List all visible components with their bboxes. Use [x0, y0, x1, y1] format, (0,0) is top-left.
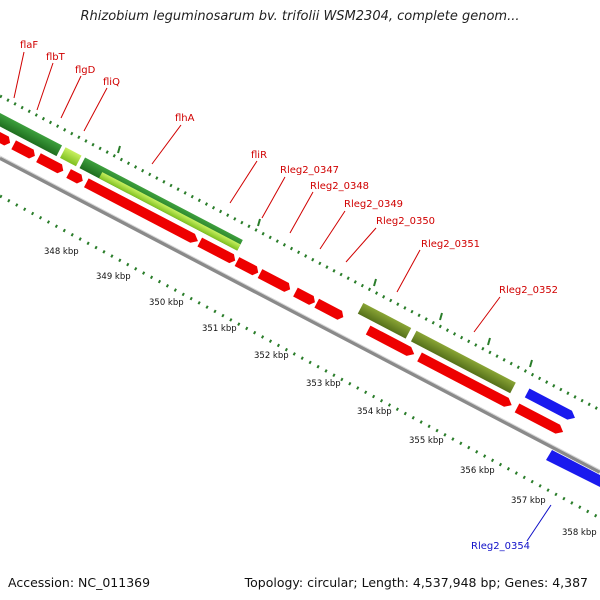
- tick-label-351: 351 kbp: [202, 324, 237, 334]
- gene-label-flaF[interactable]: flaF: [20, 40, 38, 51]
- cds-arrow-3: [36, 153, 64, 174]
- ring-ticks: [117, 145, 533, 368]
- cds-arrow-12: [417, 352, 512, 407]
- gene-label-fliR[interactable]: fliR: [251, 150, 267, 161]
- tick-label-356: 356 kbp: [460, 466, 495, 476]
- label-leader-line-blue: [526, 504, 552, 542]
- genome-backbone: [0, 156, 600, 474]
- tick-label-357: 357 kbp: [511, 496, 546, 506]
- inner-dotted-ring: [0, 194, 600, 520]
- accession-label: Accession: NC_011369: [8, 575, 151, 590]
- cds-arrow-11: [365, 325, 415, 356]
- outer-dotted-ring: [0, 94, 600, 412]
- cds-arrow-1: [0, 132, 11, 146]
- label-leader-lines: [13, 51, 501, 333]
- gene-label-rleg2-0350[interactable]: Rleg2_0350: [376, 216, 435, 227]
- cds-arrow-9: [293, 287, 315, 305]
- tick-label-358: 358 kbp: [562, 528, 597, 538]
- gene-labels: flaF flbT flgD fliQ flhA fliR Rleg2_0347…: [20, 40, 558, 552]
- cds-arrow-blue-1: [524, 388, 575, 420]
- cds-arrow-7: [234, 257, 259, 276]
- gene-label-rleg2-0347[interactable]: Rleg2_0347: [280, 165, 339, 176]
- tick-label-352: 352 kbp: [254, 351, 289, 361]
- genome-summary: Topology: circular; Length: 4,537,948 bp…: [244, 575, 588, 590]
- cds-arrow-5: [83, 178, 198, 243]
- cds-arrow-13: [514, 403, 564, 434]
- tick-label-353: 353 kbp: [306, 379, 341, 389]
- green-feature-2: [60, 147, 82, 167]
- scale-tick-labels: 348 kbp 349 kbp 350 kbp 351 kbp 352 kbp …: [44, 247, 597, 538]
- cds-arrow-6: [197, 237, 236, 264]
- green-feature-6: [410, 330, 516, 394]
- tick-label-354: 354 kbp: [357, 407, 392, 417]
- tick-label-350: 350 kbp: [149, 298, 184, 308]
- map-title: Rhizobium leguminosarum bv. trifolii WSM…: [80, 9, 520, 24]
- gene-label-flhA[interactable]: flhA: [175, 113, 195, 124]
- gene-label-rleg2-0354[interactable]: Rleg2_0354: [471, 541, 530, 552]
- gene-label-rleg2-0349[interactable]: Rleg2_0349: [344, 199, 403, 210]
- gene-label-rleg2-0352[interactable]: Rleg2_0352: [499, 285, 558, 296]
- tick-label-349: 349 kbp: [96, 272, 131, 282]
- tick-label-348: 348 kbp: [44, 247, 79, 257]
- cds-arrow-blue-2: [546, 450, 600, 487]
- tick-label-355: 355 kbp: [409, 436, 444, 446]
- gene-label-rleg2-0351[interactable]: Rleg2_0351: [421, 239, 480, 250]
- cds-arrow-10: [314, 298, 344, 320]
- gene-label-flbT[interactable]: flbT: [46, 52, 66, 63]
- gene-label-flgD[interactable]: flgD: [75, 65, 96, 76]
- cds-arrow-8: [257, 269, 291, 292]
- green-feature-track: [0, 113, 516, 394]
- green-feature-4: [99, 172, 241, 251]
- cds-track: [0, 132, 575, 434]
- genome-backbone-highlight: [0, 155, 600, 471]
- green-feature-5: [357, 302, 412, 339]
- cds-arrow-4: [66, 169, 83, 184]
- green-feature-1: [0, 113, 63, 157]
- gene-label-fliQ[interactable]: fliQ: [103, 77, 120, 88]
- gene-label-rleg2-0348[interactable]: Rleg2_0348: [310, 181, 369, 192]
- cds-arrow-2: [11, 140, 35, 159]
